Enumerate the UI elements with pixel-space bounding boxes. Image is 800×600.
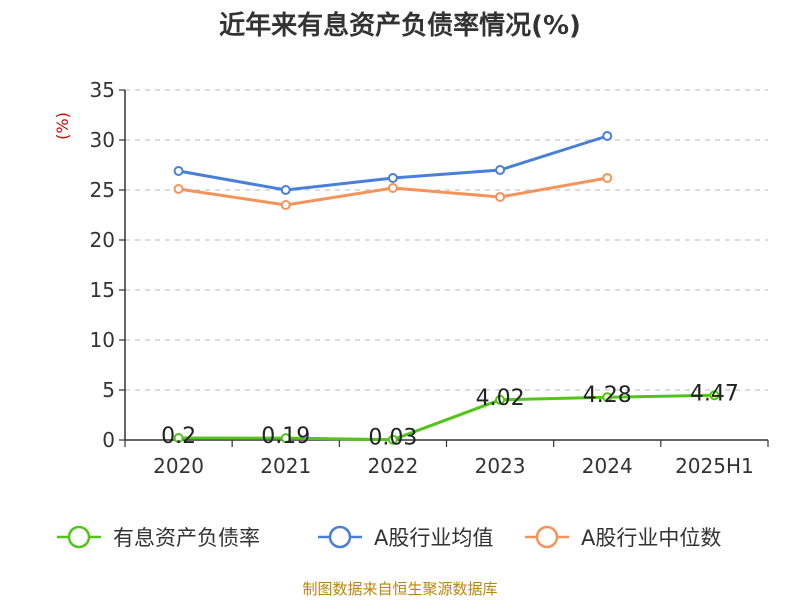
data-label: 4.02: [476, 386, 525, 411]
legend-item[interactable]: A股行业中位数: [525, 525, 721, 550]
data-point: [709, 390, 720, 401]
x-tick-label: 2022: [367, 454, 418, 478]
legend-marker: [67, 525, 91, 549]
legend-item[interactable]: A股行业均值: [318, 525, 493, 550]
series-line-1: [178, 393, 715, 442]
data-point: [173, 433, 184, 443]
y-tick-label: 10: [90, 328, 115, 352]
axes: [124, 90, 768, 441]
x-tick-label: 2023: [475, 454, 526, 478]
y-axis-unit: (%): [53, 112, 72, 140]
gridlines: [125, 89, 768, 391]
data-point: [602, 131, 613, 141]
data-point: [495, 394, 506, 405]
data-point: [280, 433, 291, 444]
legend: 有息资产负债率 A股行业均值 A股行业中位数: [57, 525, 721, 550]
data-label: 4.47: [690, 381, 739, 406]
source-note: 制图数据来自恒生聚源数据库: [302, 580, 497, 598]
legend-label: 有息资产负债率: [113, 526, 260, 550]
legend-marker: [535, 525, 559, 549]
data-point: [280, 200, 291, 210]
data-point: [602, 173, 613, 183]
legend-item[interactable]: 有息资产负债率: [57, 525, 260, 550]
series-lines: [173, 131, 720, 445]
data-point: [387, 434, 398, 445]
y-tick-label: 0: [102, 428, 115, 452]
data-point: [495, 165, 506, 175]
legend-label: A股行业中位数: [581, 526, 721, 550]
data-point: [387, 183, 398, 193]
y-axis-ticks: 0 5 10 15 20 25 30 35: [90, 78, 125, 452]
data-point: [495, 192, 506, 202]
data-labels: 0.2 0.19 0.03 4.02 4.28 4.47: [161, 381, 739, 450]
x-tick-label: 2025H1: [675, 454, 754, 478]
legend-marker: [328, 525, 352, 549]
legend-label: A股行业均值: [374, 526, 493, 550]
chart-title: 近年来有息资产负债率情况(%): [219, 10, 581, 41]
y-tick-label: 15: [90, 278, 115, 302]
data-point: [602, 392, 613, 403]
data-point: [280, 185, 291, 195]
data-label: 4.28: [583, 383, 632, 408]
data-label: 0.2: [161, 424, 196, 449]
y-tick-label: 5: [102, 378, 115, 402]
data-point: [173, 184, 184, 194]
x-axis-ticks: 2020 2021 2022 2023 2024 2025H1: [124, 440, 769, 478]
x-tick-label: 2020: [153, 454, 204, 478]
data-point: [173, 166, 184, 176]
y-tick-label: 20: [90, 228, 115, 252]
x-tick-label: 2024: [582, 454, 633, 478]
data-label: 0.19: [261, 424, 310, 449]
y-tick-label: 35: [90, 78, 115, 102]
x-tick-label: 2021: [260, 454, 311, 478]
y-tick-label: 25: [90, 178, 115, 202]
y-tick-label: 30: [90, 128, 115, 152]
data-label: 0.03: [368, 426, 417, 451]
data-point: [387, 173, 398, 183]
